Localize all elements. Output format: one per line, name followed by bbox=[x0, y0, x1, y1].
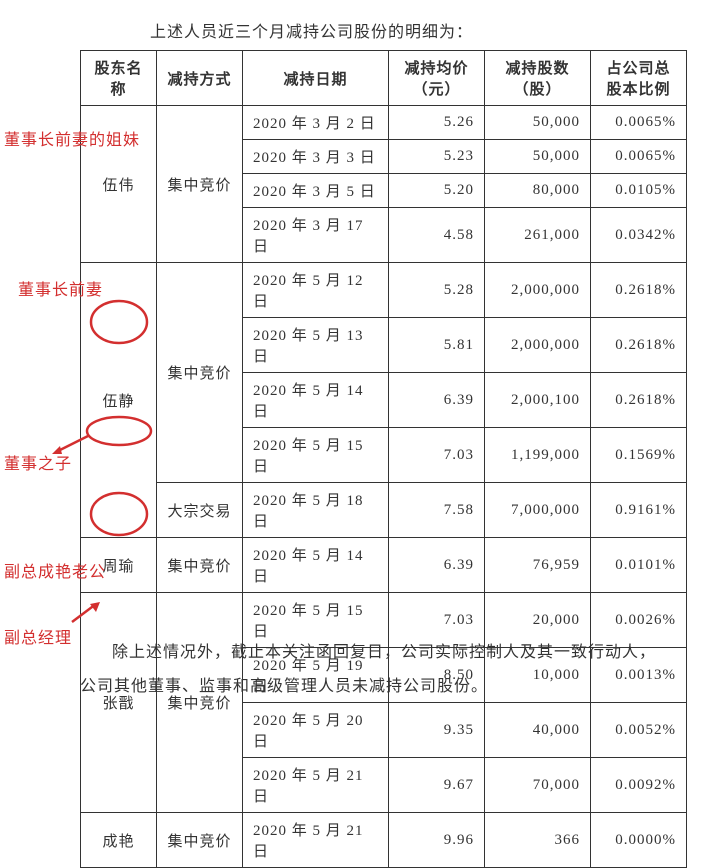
cell-pct: 0.0065% bbox=[591, 106, 687, 140]
annotation-label: 董事之子 bbox=[4, 450, 72, 474]
annotation-label: 董事长前妻的姐妹 bbox=[4, 126, 140, 150]
table-header-row: 股东名称 减持方式 减持日期 减持均价（元） 减持股数（股） 占公司总股本比例 bbox=[81, 51, 687, 106]
col-shares: 减持股数（股） bbox=[485, 51, 591, 106]
reduction-table: 股东名称 减持方式 减持日期 减持均价（元） 减持股数（股） 占公司总股本比例 … bbox=[80, 50, 687, 868]
cell-name: 成艳 bbox=[81, 813, 157, 868]
annotation-label: 董事长前妻 bbox=[18, 276, 103, 300]
annotation-label: 副总经理 bbox=[4, 624, 72, 648]
col-method: 减持方式 bbox=[157, 51, 243, 106]
table-row: 大宗交易 2020 年 5 月 18 日 7.58 7,000,000 0.91… bbox=[81, 483, 687, 538]
intro-text: 上述人员近三个月减持公司股份的明细为： bbox=[150, 18, 473, 42]
cell-method: 集中竞价 bbox=[157, 813, 243, 868]
outro-text: 除上述情况外，截止本关注函回复日，公司实际控制人及其一致行动人，公司其他董事、监… bbox=[80, 636, 670, 703]
table-row: 周瑜 集中竞价 2020 年 5 月 14 日 6.39 76,959 0.01… bbox=[81, 538, 687, 593]
page: 上述人员近三个月减持公司股份的明细为： 股东名称 减持方式 减持日期 减持均价（… bbox=[0, 0, 721, 708]
col-name: 股东名称 bbox=[81, 51, 157, 106]
cell-name: 伍静 bbox=[81, 263, 157, 538]
cell-method: 集中竞价 bbox=[157, 106, 243, 263]
table-row: 成艳 集中竞价 2020 年 5 月 21 日 9.96 366 0.0000% bbox=[81, 813, 687, 868]
table-row: 伍伟 集中竞价 2020 年 3 月 2 日 5.26 50,000 0.006… bbox=[81, 106, 687, 140]
col-date: 减持日期 bbox=[243, 51, 389, 106]
annotation-label: 副总成艳老公 bbox=[4, 558, 106, 582]
table-row: 伍静 集中竞价 2020 年 5 月 12 日 5.28 2,000,000 0… bbox=[81, 263, 687, 318]
col-pct: 占公司总股本比例 bbox=[591, 51, 687, 106]
cell-method: 集中竞价 bbox=[157, 538, 243, 593]
cell-date: 2020 年 3 月 2 日 bbox=[243, 106, 389, 140]
cell-price: 5.26 bbox=[389, 106, 485, 140]
cell-method: 集中竞价 bbox=[157, 263, 243, 483]
col-price: 减持均价（元） bbox=[389, 51, 485, 106]
table-body: 伍伟 集中竞价 2020 年 3 月 2 日 5.26 50,000 0.006… bbox=[81, 106, 687, 868]
cell-shares: 50,000 bbox=[485, 106, 591, 140]
cell-method: 大宗交易 bbox=[157, 483, 243, 538]
